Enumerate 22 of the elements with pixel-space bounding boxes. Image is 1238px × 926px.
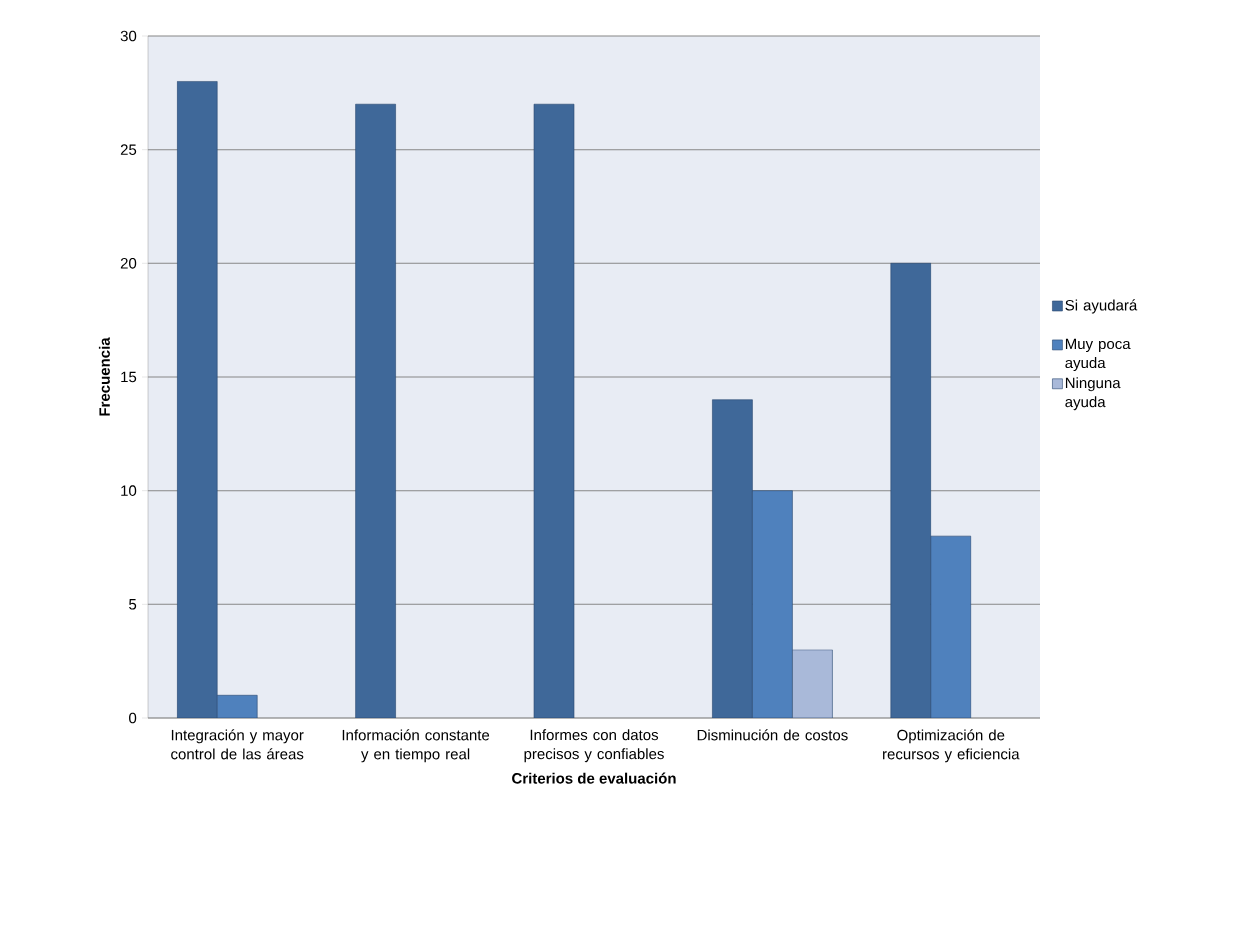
y-tick-label: 15 (121, 371, 137, 383)
bar (533, 103, 575, 718)
bar (355, 103, 396, 718)
y-tick-label: 20 (120, 258, 137, 269)
x-tick-label: Optimización de recursos y eficiencia (883, 729, 1020, 763)
y-tick-label: 25 (120, 144, 137, 155)
x-tick-label: Informes con datos precisos y confiables (524, 729, 664, 763)
bar (176, 81, 218, 718)
y-tick-label: 30 (120, 30, 137, 42)
legend-label: Si ayudará (1065, 299, 1138, 314)
y-tick-label: 10 (121, 485, 137, 496)
x-tick-label: Disminución de costos (697, 729, 848, 741)
bar (890, 263, 932, 718)
x-axis-title: Criterios de evaluación (512, 772, 676, 784)
legend-label: Muy poca ayuda (1065, 338, 1131, 372)
x-tick-label: Información constante y en tiempo real (342, 729, 490, 763)
y-tick-label: 0 (129, 712, 137, 724)
y-tick-label: 5 (129, 599, 137, 610)
y-axis-title: Frecuencia (98, 337, 110, 416)
legend-label: Ninguna ayuda (1065, 377, 1121, 411)
bar (712, 399, 753, 718)
x-tick-label: Integración y mayor control de las áreas (171, 729, 304, 760)
